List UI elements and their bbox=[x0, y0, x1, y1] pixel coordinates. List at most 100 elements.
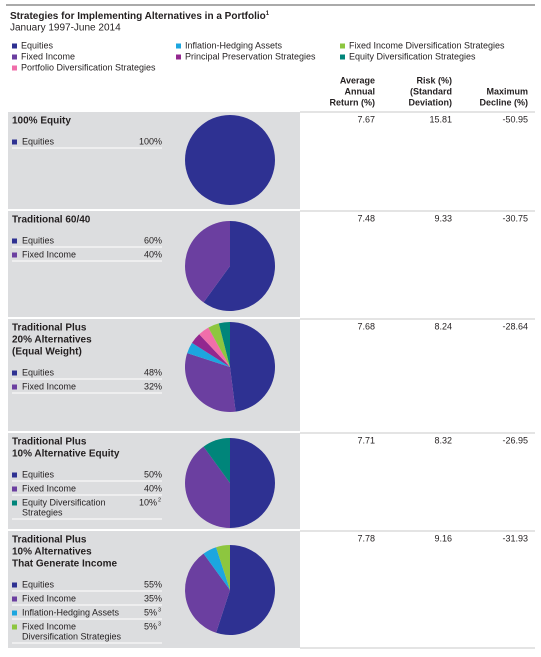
allocation-swatch bbox=[12, 582, 17, 588]
metric-value: 7.78 bbox=[357, 533, 375, 543]
column-header: Annual bbox=[345, 86, 376, 96]
metric-value: 8.24 bbox=[434, 321, 452, 331]
allocation-value: 60% bbox=[144, 235, 162, 245]
pie-slice bbox=[216, 545, 276, 635]
allocation-label: Equity Diversification bbox=[22, 497, 106, 507]
allocation-value: 40% bbox=[144, 483, 162, 493]
allocation-swatch bbox=[12, 500, 17, 506]
allocation-value: 5% bbox=[144, 607, 157, 617]
pie-slice bbox=[185, 115, 275, 205]
allocation-swatch bbox=[12, 610, 17, 616]
title-text: Strategies for Implementing Alternatives… bbox=[10, 11, 266, 22]
allocation-swatch bbox=[12, 596, 17, 602]
pie-slice bbox=[187, 342, 230, 367]
allocation-note: 2 bbox=[158, 497, 161, 503]
row-name: 10% Alternative Equity bbox=[12, 449, 120, 460]
legend-swatch bbox=[12, 65, 17, 71]
metric-value: 9.16 bbox=[434, 533, 452, 543]
allocation-swatch bbox=[12, 472, 17, 478]
pie-slice bbox=[185, 553, 230, 633]
metric-value: -28.64 bbox=[502, 321, 528, 331]
column-header: Maximum bbox=[486, 86, 528, 96]
legend-label: Equity Diversification Strategies bbox=[349, 51, 476, 61]
allocation-value: 32% bbox=[144, 381, 162, 391]
metric-value: 9.33 bbox=[434, 213, 452, 223]
allocation-label: Equities bbox=[22, 469, 55, 479]
legend-label: Principal Preservation Strategies bbox=[185, 51, 316, 61]
legend-label: Fixed Income bbox=[21, 51, 75, 61]
allocation-swatch bbox=[12, 370, 17, 376]
metric-value: -30.75 bbox=[502, 213, 528, 223]
pie-slice bbox=[208, 323, 230, 367]
allocation-label: Diversification Strategies bbox=[22, 631, 122, 641]
allocation-swatch bbox=[12, 486, 17, 492]
metric-value: 7.67 bbox=[357, 114, 375, 124]
metric-value: 8.32 bbox=[434, 435, 452, 445]
allocation-swatch bbox=[12, 624, 17, 630]
title: Strategies for Implementing Alternatives… bbox=[10, 11, 270, 22]
column-header: (Standard bbox=[410, 86, 452, 96]
pie-slice bbox=[216, 545, 230, 590]
pie-slice bbox=[199, 327, 230, 367]
subtitle: January 1997-June 2014 bbox=[10, 23, 121, 34]
allocation-value: 5% bbox=[144, 621, 157, 631]
legend-swatch bbox=[340, 43, 345, 49]
pie-slice bbox=[184, 353, 236, 412]
legend-label: Equities bbox=[21, 40, 54, 50]
legend-label: Portfolio Diversification Strategies bbox=[21, 62, 156, 72]
metric-value: 7.48 bbox=[357, 213, 375, 223]
allocation-label: Fixed Income bbox=[22, 249, 76, 259]
metric-value: 15.81 bbox=[429, 114, 452, 124]
allocation-value: 100% bbox=[139, 136, 162, 146]
row-name: (Equal Weight) bbox=[12, 347, 82, 358]
row-name: Traditional Plus bbox=[12, 437, 87, 448]
allocation-label: Fixed Income bbox=[22, 483, 76, 493]
row-name: Traditional Plus bbox=[12, 323, 87, 334]
allocation-label: Strategies bbox=[22, 507, 63, 517]
metric-value: 7.71 bbox=[357, 435, 375, 445]
legend-label: Inflation-Hedging Assets bbox=[185, 40, 283, 50]
row-name: That Generate Income bbox=[12, 559, 117, 570]
allocation-label: Equities bbox=[22, 136, 55, 146]
legend-swatch bbox=[176, 54, 181, 60]
metric-value: -26.95 bbox=[502, 435, 528, 445]
allocation-label: Inflation-Hedging Assets bbox=[22, 607, 120, 617]
allocation-label: Equities bbox=[22, 235, 55, 245]
allocation-label: Fixed Income bbox=[22, 381, 76, 391]
column-header: Deviation) bbox=[408, 97, 452, 107]
title-note: 1 bbox=[266, 11, 270, 17]
allocation-swatch bbox=[12, 238, 17, 244]
allocation-value: 55% bbox=[144, 579, 162, 589]
pie-slice bbox=[218, 322, 230, 367]
allocation-value: 10% bbox=[139, 497, 157, 507]
allocation-label: Equities bbox=[22, 579, 55, 589]
row-name: 10% Alternatives bbox=[12, 547, 92, 558]
allocation-value: 40% bbox=[144, 249, 162, 259]
allocation-value: 48% bbox=[144, 367, 162, 377]
legend-swatch bbox=[12, 54, 17, 60]
metric-value: -31.93 bbox=[502, 533, 528, 543]
pie-slice bbox=[230, 438, 275, 528]
pie-slice bbox=[185, 221, 230, 303]
pie-slice bbox=[185, 446, 230, 528]
pie-slice bbox=[203, 547, 230, 590]
row-name: 20% Alternatives bbox=[12, 335, 92, 346]
legend-swatch bbox=[176, 43, 181, 49]
row-name: Traditional Plus bbox=[12, 535, 87, 546]
metric-value: -50.95 bbox=[502, 114, 528, 124]
pie-slice bbox=[192, 334, 230, 367]
pie-slice bbox=[203, 221, 276, 312]
metric-value: 7.68 bbox=[357, 321, 375, 331]
allocation-note: 3 bbox=[158, 621, 161, 627]
column-header: Average bbox=[340, 75, 375, 85]
pie-slice bbox=[230, 322, 276, 412]
column-header: Return (%) bbox=[330, 97, 376, 107]
allocation-label: Fixed Income bbox=[22, 593, 76, 603]
row-name: Traditional 60/40 bbox=[12, 215, 91, 226]
pie-slice bbox=[203, 438, 230, 483]
allocation-label: Equities bbox=[22, 367, 55, 377]
allocation-note: 3 bbox=[158, 607, 161, 613]
allocation-swatch bbox=[12, 252, 17, 258]
